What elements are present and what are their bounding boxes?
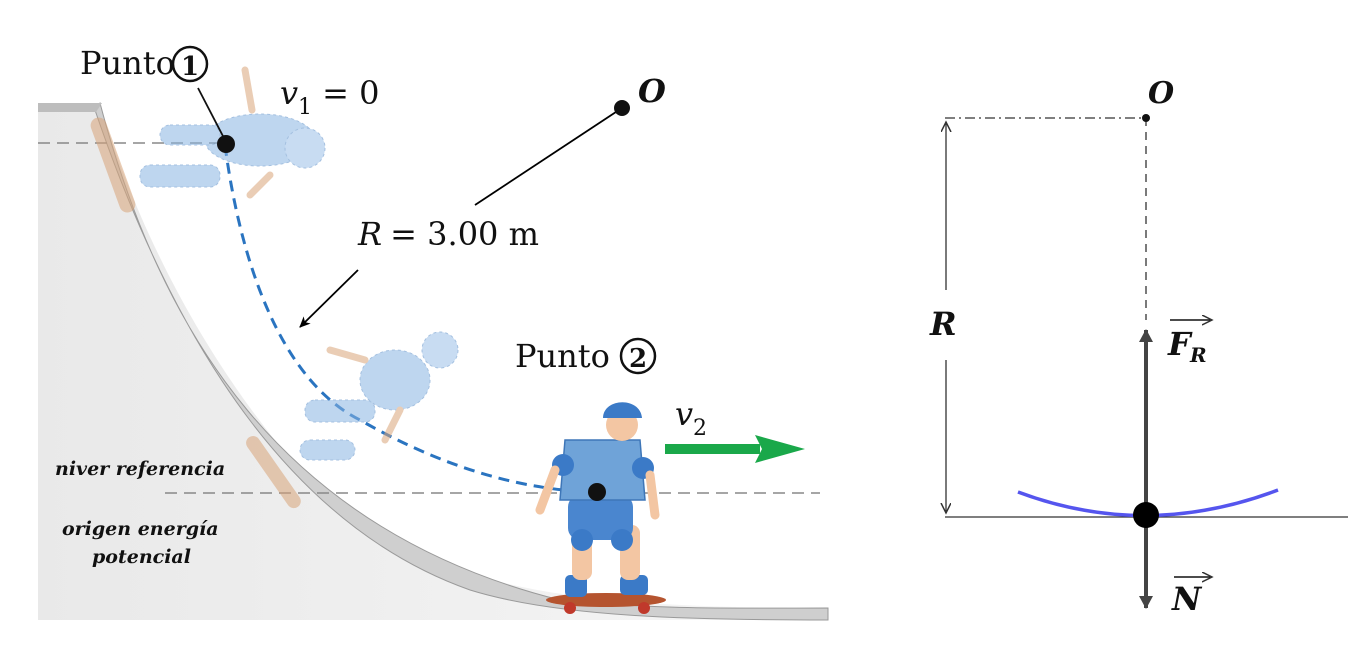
point1-dot (217, 135, 235, 153)
ramp-top-lip (38, 103, 102, 112)
svg-text:= 3.00 m: = 3.00 m (380, 215, 539, 253)
point2-label: Punto (515, 337, 610, 375)
particle-dot (1133, 502, 1159, 528)
v2-label: v 2 (675, 395, 707, 441)
left-figure: O Punto 1 v 1 = 0 R = 3.00 m Punto 2 v 2 (38, 44, 829, 621)
point2-badge (619, 337, 657, 375)
right-figure: O R F R N (929, 76, 1348, 618)
svg-text:R: R (357, 215, 382, 253)
v1-label: v 1 = 0 (280, 74, 380, 120)
center-point-o-right (1142, 114, 1150, 122)
point2-dot (588, 483, 606, 501)
force-fr-label: F R (1167, 320, 1212, 367)
center-point-o (614, 100, 630, 116)
ramp-surface (94, 101, 829, 621)
center-label-o: O (638, 72, 666, 110)
radius-label-right: R (929, 305, 957, 343)
svg-text:R: R (1189, 343, 1207, 367)
circular-path (223, 144, 596, 494)
point1-leader (197, 87, 226, 141)
v2-arrow (665, 435, 805, 463)
point1-label: Punto (80, 44, 175, 82)
reference-level-label: niver referencia (55, 458, 225, 480)
origin-label-line1: origen energía (62, 518, 219, 540)
point1-badge (171, 45, 209, 83)
point2-number: 2 (629, 344, 647, 374)
skater-ghost-top (90, 66, 326, 213)
svg-text:= 0: = 0 (312, 74, 380, 112)
ramp-body (38, 103, 828, 620)
radius-line-to-center (474, 107, 623, 206)
svg-text:N: N (1171, 580, 1203, 618)
origin-label-line2: potencial (92, 546, 191, 568)
skater-ghost-middle (246, 331, 459, 509)
radius-arrow (299, 269, 359, 328)
radius-label: R = 3.00 m (357, 215, 539, 253)
svg-text:v: v (675, 395, 693, 433)
svg-text:F: F (1167, 325, 1193, 363)
center-label-o-right: O (1148, 76, 1174, 111)
force-n-label: N (1171, 577, 1212, 618)
svg-text:2: 2 (693, 416, 707, 441)
skater-main (535, 402, 666, 614)
point1-number: 1 (181, 52, 199, 82)
svg-text:1: 1 (298, 95, 312, 120)
svg-text:v: v (280, 74, 298, 112)
